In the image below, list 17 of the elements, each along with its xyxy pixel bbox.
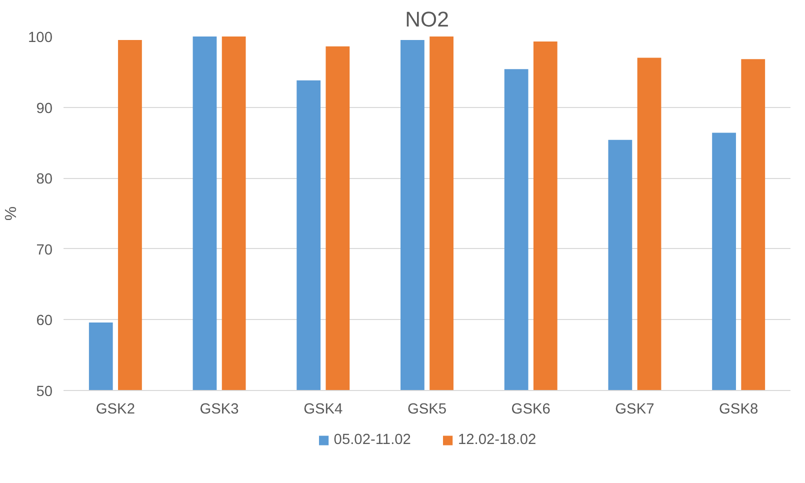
x-tick-label: GSK2 (96, 402, 135, 418)
x-tick-label: GSK7 (615, 402, 654, 418)
legend-label: 12.02-18.02 (458, 432, 536, 448)
y-tick-label: 50 (36, 384, 53, 400)
y-tick-label: 60 (36, 313, 53, 330)
y-tick-label: 90 (36, 100, 53, 117)
x-tick-label: GSK3 (200, 402, 239, 418)
x-tick-label: GSK6 (511, 402, 550, 418)
y-axis-title: % (3, 206, 20, 221)
x-tick-label: GSK4 (304, 402, 343, 418)
y-tick-label: 70 (36, 242, 53, 258)
y-tick-label: 80 (36, 172, 53, 188)
x-tick-label: GSK8 (719, 402, 758, 418)
legend-label: 05.02-11.02 (334, 432, 411, 448)
y-tick-label: 100 (28, 30, 53, 46)
x-tick-label: GSK5 (407, 402, 447, 418)
chart-title: NO2 (405, 8, 449, 32)
